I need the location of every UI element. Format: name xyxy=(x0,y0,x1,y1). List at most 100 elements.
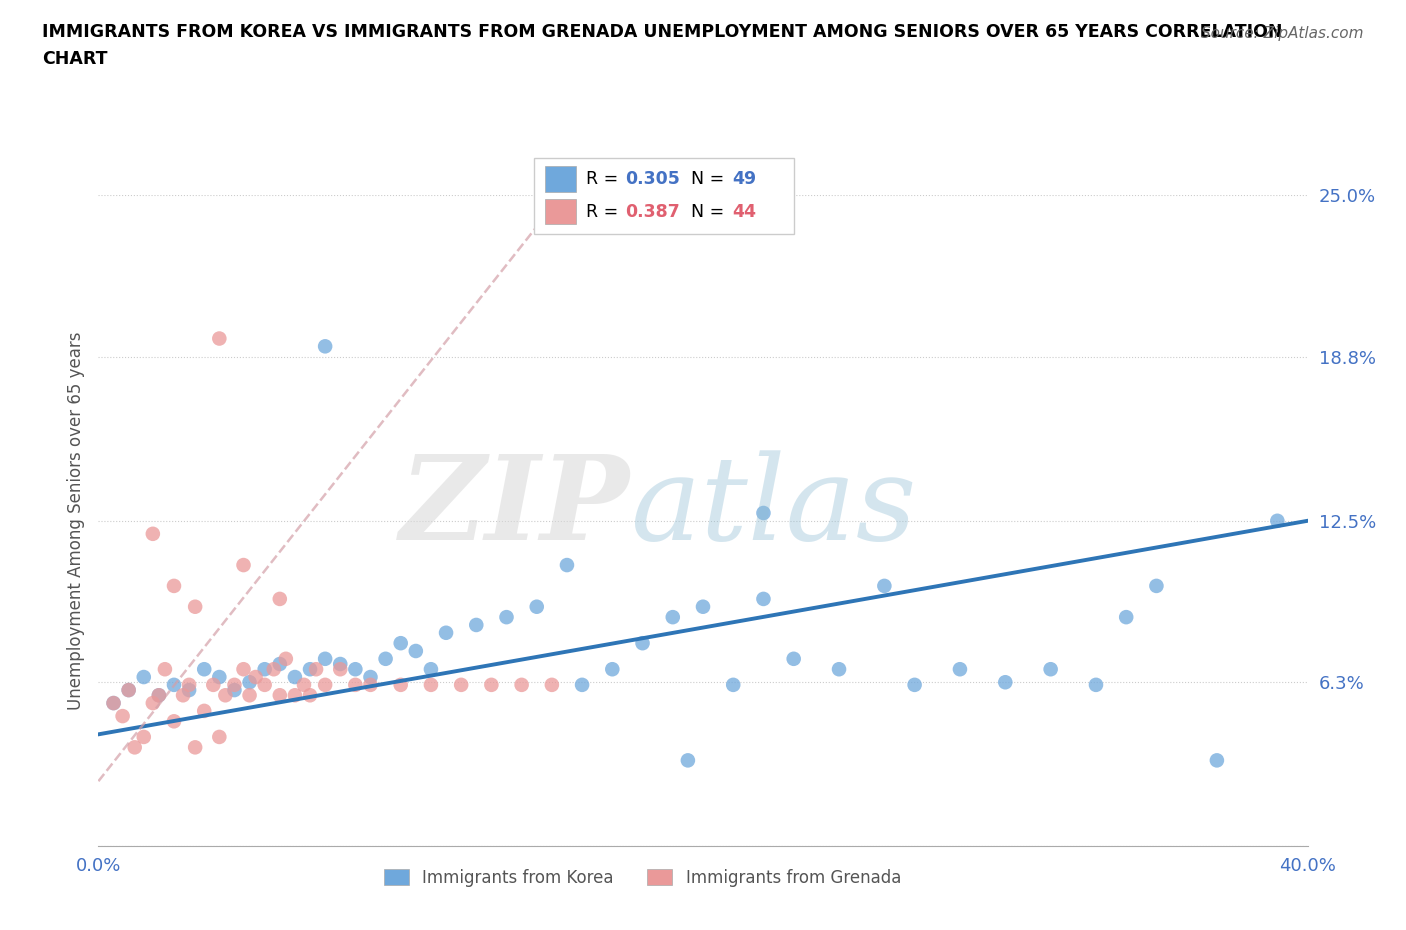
Point xyxy=(540,677,562,692)
Point xyxy=(405,644,427,658)
Bar xyxy=(544,199,576,224)
Point xyxy=(269,688,291,703)
Point xyxy=(253,662,276,677)
Point xyxy=(662,610,685,625)
Point xyxy=(202,677,225,692)
Point xyxy=(314,677,336,692)
Point xyxy=(314,651,336,666)
Point xyxy=(692,599,714,614)
Point xyxy=(172,688,194,703)
Point xyxy=(153,662,176,677)
Point xyxy=(389,677,412,692)
Point xyxy=(103,696,125,711)
Point xyxy=(314,339,336,353)
Point xyxy=(360,670,382,684)
Text: IMMIGRANTS FROM KOREA VS IMMIGRANTS FROM GRENADA UNEMPLOYMENT AMONG SENIORS OVER: IMMIGRANTS FROM KOREA VS IMMIGRANTS FROM… xyxy=(42,23,1282,68)
Point xyxy=(284,688,307,703)
Bar xyxy=(544,166,576,192)
Point xyxy=(420,662,443,677)
Text: R =: R = xyxy=(586,170,624,188)
Text: N =: N = xyxy=(681,170,730,188)
Text: 49: 49 xyxy=(733,170,756,188)
Point xyxy=(420,677,443,692)
Point xyxy=(263,662,285,677)
Y-axis label: Unemployment Among Seniors over 65 years: Unemployment Among Seniors over 65 years xyxy=(66,332,84,710)
Point xyxy=(510,677,533,692)
Text: ZIP: ZIP xyxy=(401,450,630,565)
Point xyxy=(752,591,775,606)
Point xyxy=(179,677,201,692)
Text: atlas: atlas xyxy=(630,450,917,565)
Point xyxy=(111,709,134,724)
Point xyxy=(571,677,593,692)
Point xyxy=(208,670,231,684)
Point xyxy=(1085,677,1108,692)
Point xyxy=(132,729,155,744)
Point xyxy=(292,677,315,692)
Point xyxy=(224,683,246,698)
Point xyxy=(1039,662,1062,677)
Point xyxy=(783,651,806,666)
Point xyxy=(631,636,654,651)
Text: 44: 44 xyxy=(733,203,756,220)
Point xyxy=(193,662,215,677)
Text: R =: R = xyxy=(586,203,624,220)
Point xyxy=(163,578,186,593)
Point xyxy=(828,662,851,677)
Point xyxy=(269,591,291,606)
Point xyxy=(465,618,488,632)
Point xyxy=(163,714,186,729)
Point xyxy=(434,625,457,640)
Point xyxy=(389,636,412,651)
Legend: Immigrants from Korea, Immigrants from Grenada: Immigrants from Korea, Immigrants from G… xyxy=(377,862,908,894)
Point xyxy=(305,662,328,677)
Point xyxy=(299,662,322,677)
Point xyxy=(193,703,215,718)
Point xyxy=(555,558,578,573)
Text: 0.305: 0.305 xyxy=(626,170,681,188)
Point xyxy=(329,662,352,677)
Text: 0.387: 0.387 xyxy=(626,203,681,220)
Point xyxy=(904,677,927,692)
Point xyxy=(184,599,207,614)
Point xyxy=(1267,513,1289,528)
Point xyxy=(208,729,231,744)
Point xyxy=(148,688,170,703)
Point xyxy=(994,675,1017,690)
Point xyxy=(329,657,352,671)
Point xyxy=(752,506,775,521)
Point xyxy=(208,331,231,346)
Point xyxy=(163,677,186,692)
Point xyxy=(118,683,141,698)
Point xyxy=(232,662,254,677)
Point xyxy=(132,670,155,684)
Point xyxy=(1144,578,1167,593)
Point xyxy=(526,599,548,614)
Point xyxy=(245,670,267,684)
Point xyxy=(239,688,262,703)
Point xyxy=(374,651,396,666)
Point xyxy=(269,657,291,671)
Point xyxy=(299,688,322,703)
Point xyxy=(344,677,367,692)
Point xyxy=(495,610,517,625)
Point xyxy=(232,558,254,573)
Point xyxy=(118,683,141,698)
Point xyxy=(723,677,745,692)
Point xyxy=(224,677,246,692)
Point xyxy=(949,662,972,677)
Point xyxy=(274,651,297,666)
Point xyxy=(253,677,276,692)
Point xyxy=(142,696,165,711)
Point xyxy=(184,740,207,755)
Point xyxy=(1206,753,1229,768)
Point xyxy=(873,578,896,593)
Point xyxy=(602,662,624,677)
Text: Source: ZipAtlas.com: Source: ZipAtlas.com xyxy=(1201,26,1364,41)
Point xyxy=(676,753,699,768)
Point xyxy=(142,526,165,541)
Point xyxy=(1115,610,1137,625)
Point xyxy=(148,688,170,703)
Point xyxy=(344,662,367,677)
Point xyxy=(284,670,307,684)
